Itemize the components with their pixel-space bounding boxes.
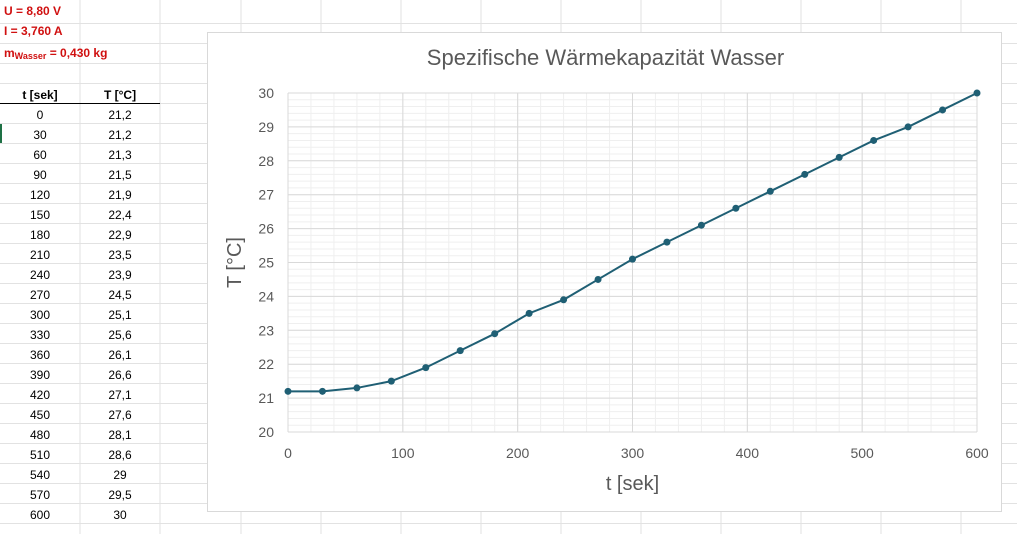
data-point[interactable] [766,187,774,195]
cell-time[interactable]: 150 [29,208,51,222]
cell-temperature[interactable]: 26,6 [108,368,132,382]
data-point[interactable] [594,275,602,283]
y-tick-label: 22 [258,356,274,372]
y-tick-label: 21 [258,390,274,406]
x-tick-label: 600 [965,445,989,461]
y-tick-label: 20 [258,424,274,440]
data-point[interactable] [939,106,947,114]
y-tick-label: 25 [258,255,274,271]
chart-plot: 0 100 200 300 400 500 600 20 21 22 23 24 25 26 27 28 29 3… [224,85,989,495]
cell-time[interactable]: 600 [29,508,51,522]
selected-cell-marker [0,124,2,143]
chart-area[interactable]: Spezifische Wärmekapazität Wasser 0 100 20… [207,32,1002,512]
data-point[interactable] [732,204,740,212]
cell-time[interactable]: 420 [29,388,51,402]
column-header-temperature[interactable]: T [°C] [103,88,137,102]
cell-temperature[interactable]: 21,2 [108,128,132,142]
data-point[interactable] [560,296,568,304]
data-point[interactable] [973,89,981,97]
data-point[interactable] [353,384,361,392]
cell-time[interactable]: 90 [33,168,47,182]
cell-time[interactable]: 60 [33,148,47,162]
mass-value: = 0,430 kg [46,46,108,60]
chart-title: Spezifische Wärmekapazität Wasser [426,45,785,70]
cell-temperature[interactable]: 29 [113,468,127,482]
cell-time[interactable]: 390 [29,368,51,382]
cell-time[interactable]: 330 [29,328,51,342]
cell-temperature[interactable]: 29,5 [108,488,132,502]
cell-time[interactable]: 450 [29,408,51,422]
cell-temperature[interactable]: 22,4 [108,208,132,222]
y-tick-label: 26 [258,221,274,237]
cell-time[interactable]: 240 [29,268,51,282]
mass-label: mWasser = 0,430 kg [4,46,107,61]
cell-time[interactable]: 270 [29,288,51,302]
current-label: I = 3,760 A [4,24,63,38]
cell-temperature[interactable]: 25,1 [108,308,132,322]
voltage-label: U = 8,80 V [4,4,62,18]
cell-time[interactable]: 570 [29,488,51,502]
x-tick-label: 400 [736,445,760,461]
cell-temperature[interactable]: 21,5 [108,168,132,182]
data-point[interactable] [284,387,292,395]
data-point[interactable] [801,170,809,178]
cell-time[interactable]: 510 [29,448,51,462]
cell-temperature[interactable]: 21,3 [108,148,132,162]
x-tick-label: 0 [284,445,292,461]
cell-temperature[interactable]: 21,9 [108,188,132,202]
data-point[interactable] [491,330,499,338]
cell-temperature[interactable]: 24,5 [108,288,132,302]
cell-temperature[interactable]: 23,5 [108,248,132,262]
y-tick-label: 28 [258,153,274,169]
x-tick-label: 200 [506,445,530,461]
data-point[interactable] [697,221,705,229]
mass-subscript: Wasser [14,51,47,61]
cell-time[interactable]: 0 [36,108,44,122]
x-tick-label: 300 [621,445,645,461]
data-point[interactable] [422,364,430,372]
y-tick-label: 23 [258,322,274,338]
cell-temperature[interactable]: 23,9 [108,268,132,282]
cell-time[interactable]: 360 [29,348,51,362]
y-axis-label: T [°C] [224,237,246,288]
y-tick-label: 27 [258,187,274,203]
y-tick-label: 30 [258,85,274,101]
cell-temperature[interactable]: 30 [113,508,127,522]
y-tick-label: 29 [258,119,274,135]
data-point[interactable] [870,136,878,144]
x-tick-label: 100 [391,445,415,461]
cell-time[interactable]: 210 [29,248,51,262]
cell-temperature[interactable]: 22,9 [108,228,132,242]
cell-time[interactable]: 30 [33,128,47,142]
x-axis-label: t [sek] [606,473,659,495]
cell-time[interactable]: 120 [29,188,51,202]
cell-temperature[interactable]: 28,6 [108,448,132,462]
data-point[interactable] [663,238,671,246]
cell-temperature[interactable]: 26,1 [108,348,132,362]
cell-temperature[interactable]: 21,2 [108,108,132,122]
x-tick-label: 500 [850,445,874,461]
cell-time[interactable]: 540 [29,468,51,482]
data-point[interactable] [629,255,636,263]
data-point[interactable] [525,309,533,317]
data-point[interactable] [904,123,912,131]
cell-temperature[interactable]: 27,6 [108,408,132,422]
cell-time[interactable]: 480 [29,428,51,442]
header-underline [0,103,160,104]
cell-temperature[interactable]: 27,1 [108,388,132,402]
mass-symbol: m [4,46,15,60]
cell-temperature[interactable]: 28,1 [108,428,132,442]
y-tick-label: 24 [258,288,274,304]
cell-temperature[interactable]: 25,6 [108,328,132,342]
column-header-time[interactable]: t [sek] [22,88,58,102]
data-point[interactable] [318,387,326,395]
cell-time[interactable]: 300 [29,308,51,322]
data-point[interactable] [387,377,395,385]
cell-time[interactable]: 180 [29,228,51,242]
data-point[interactable] [456,347,464,355]
data-point[interactable] [835,153,843,161]
